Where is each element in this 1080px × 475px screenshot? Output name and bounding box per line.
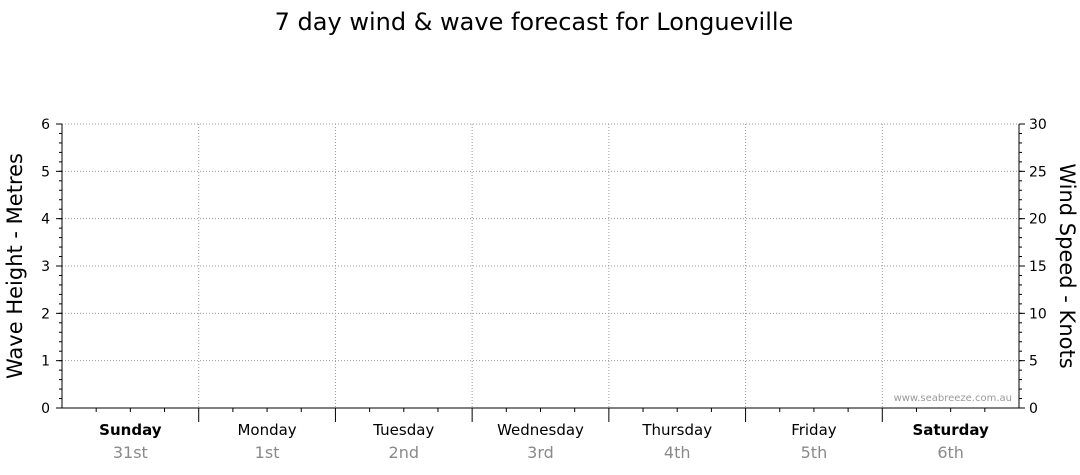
left-tick-label: 6 bbox=[41, 117, 50, 133]
left-tick-label: 2 bbox=[41, 306, 50, 322]
left-tick-label: 3 bbox=[41, 259, 50, 275]
date-label: 4th bbox=[664, 443, 691, 462]
day-label: Thursday bbox=[641, 421, 712, 439]
right-tick-label: 15 bbox=[1029, 259, 1047, 275]
day-label: Saturday bbox=[912, 421, 989, 439]
right-tick-label: 5 bbox=[1029, 354, 1038, 370]
date-label: 31st bbox=[113, 443, 148, 462]
right-tick-label: 0 bbox=[1029, 401, 1038, 417]
watermark: www.seabreeze.com.au bbox=[894, 393, 1012, 404]
day-label: Sunday bbox=[99, 421, 162, 439]
chart-title: 7 day wind & wave forecast for Longuevil… bbox=[275, 8, 794, 36]
left-y-axis: 0 1 2 3 4 5 6 bbox=[41, 117, 62, 417]
right-tick-label: 10 bbox=[1029, 306, 1047, 322]
day-label: Tuesday bbox=[372, 421, 434, 439]
left-tick-label: 4 bbox=[41, 212, 50, 228]
left-tick-label: 5 bbox=[41, 164, 50, 180]
x-axis-days: Sunday 31st Monday 1st Tuesday 2nd Wednesday 3r… bbox=[95, 408, 989, 462]
right-y-axis: 0 5 10 15 20 25 30 bbox=[1019, 117, 1047, 417]
date-label: 3rd bbox=[527, 443, 554, 462]
right-tick-label: 25 bbox=[1029, 164, 1047, 180]
right-tick-label: 30 bbox=[1029, 117, 1047, 133]
left-axis-title: Wave Height - Metres bbox=[3, 153, 27, 379]
day-label: Friday bbox=[791, 421, 837, 439]
left-tick-label: 0 bbox=[41, 401, 50, 417]
date-label: 5th bbox=[801, 443, 828, 462]
day-label: Wednesday bbox=[497, 421, 584, 439]
right-axis-title: Wind Speed - Knots bbox=[1055, 163, 1079, 368]
day-label: Monday bbox=[237, 421, 296, 439]
date-label: 1st bbox=[255, 443, 280, 462]
date-label: 6th bbox=[937, 443, 964, 462]
left-tick-label: 1 bbox=[41, 354, 50, 370]
date-label: 2nd bbox=[389, 443, 419, 462]
grid bbox=[62, 123, 1019, 408]
right-tick-label: 20 bbox=[1029, 212, 1047, 228]
